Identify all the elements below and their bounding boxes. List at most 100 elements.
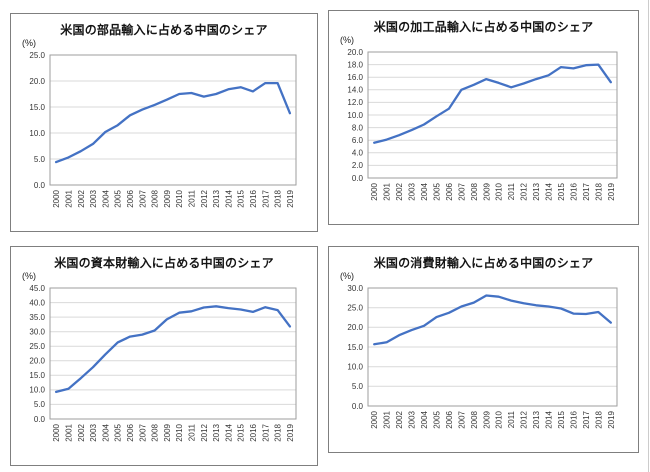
svg-text:2011: 2011 [187,189,196,207]
svg-text:2003: 2003 [408,182,417,200]
svg-text:2008: 2008 [151,189,160,207]
svg-text:2009: 2009 [163,189,172,207]
svg-text:10.0: 10.0 [347,363,363,372]
svg-text:2001: 2001 [65,423,74,441]
svg-text:10.0: 10.0 [29,386,45,395]
svg-text:2018: 2018 [274,423,283,441]
chart-panel-capital-goods-imports: 米国の資本財輸入に占める中国のシェア (%) 0.0 5.0 10.0 15.0 20.… [10,246,318,466]
svg-text:4.0: 4.0 [352,149,364,158]
svg-text:2015: 2015 [557,182,566,200]
svg-text:2014: 2014 [545,410,554,428]
svg-text:0.0: 0.0 [34,181,46,190]
svg-text:5.0: 5.0 [34,400,46,409]
svg-text:2014: 2014 [545,182,554,200]
svg-text:35.0: 35.0 [29,313,45,322]
svg-text:2005: 2005 [114,189,123,207]
svg-text:2017: 2017 [261,423,270,441]
svg-text:2004: 2004 [101,189,110,207]
svg-text:2000: 2000 [52,189,61,207]
svg-text:2010: 2010 [495,182,504,200]
svg-text:2015: 2015 [237,423,246,441]
svg-text:2001: 2001 [65,189,74,207]
svg-text:2017: 2017 [582,182,591,200]
svg-text:5.0: 5.0 [352,382,364,391]
svg-text:2005: 2005 [433,410,442,428]
svg-text:2001: 2001 [383,182,392,200]
svg-text:2007: 2007 [138,423,147,441]
svg-text:2011: 2011 [507,182,516,200]
svg-text:2006: 2006 [126,189,135,207]
line-chart-processed-goods-imports: 0.0 2.0 4.0 6.0 8.0 10.0 12.0 14.0 16.0 18.0 20.0 2… [347,49,618,201]
svg-text:5.0: 5.0 [34,155,46,164]
svg-text:2011: 2011 [187,423,196,441]
svg-text:14.0: 14.0 [347,86,363,95]
svg-text:2013: 2013 [532,410,541,428]
svg-text:2009: 2009 [482,410,491,428]
svg-text:2003: 2003 [408,410,417,428]
svg-text:2005: 2005 [114,423,123,441]
svg-text:2018: 2018 [594,410,603,428]
svg-text:40.0: 40.0 [29,298,45,307]
svg-text:2019: 2019 [286,423,295,441]
svg-text:18.0: 18.0 [347,60,363,69]
svg-text:25.0: 25.0 [29,342,45,351]
svg-text:2007: 2007 [457,182,466,200]
svg-text:20.0: 20.0 [29,77,45,86]
svg-text:0.0: 0.0 [34,415,46,424]
svg-text:2019: 2019 [607,182,616,200]
svg-text:6.0: 6.0 [352,136,364,145]
svg-text:25.0: 25.0 [29,52,45,60]
svg-text:30.0: 30.0 [29,328,45,337]
svg-text:45.0: 45.0 [29,285,45,293]
svg-text:2011: 2011 [507,410,516,428]
svg-text:2010: 2010 [175,423,184,441]
y-axis-unit-label: (%) [22,38,36,48]
svg-text:2015: 2015 [237,189,246,207]
svg-text:2008: 2008 [470,410,479,428]
svg-text:16.0: 16.0 [347,73,363,82]
svg-text:2009: 2009 [163,423,172,441]
svg-text:2013: 2013 [532,182,541,200]
svg-text:2018: 2018 [274,189,283,207]
svg-text:2003: 2003 [89,189,98,207]
svg-text:2017: 2017 [582,410,591,428]
svg-text:2010: 2010 [175,189,184,207]
svg-text:2006: 2006 [445,182,454,200]
svg-text:10.0: 10.0 [347,111,363,120]
svg-text:2017: 2017 [261,189,270,207]
svg-text:10.0: 10.0 [29,129,45,138]
svg-text:30.0: 30.0 [347,285,363,293]
y-axis-unit-label: (%) [22,271,36,281]
chart-panel-processed-goods-imports: 米国の加工品輸入に占める中国のシェア (%) 0.0 2.0 4.0 6.0 8.0 10… [328,10,639,225]
svg-text:25.0: 25.0 [347,304,363,313]
line-chart-consumer-goods-imports: 0.0 5.0 10.0 15.0 20.0 25.0 30.0 2000 2001 2002 20… [347,285,618,429]
chart-title: 米国の部品輸入に占める中国のシェア [60,23,268,37]
svg-text:2000: 2000 [370,182,379,200]
svg-text:2006: 2006 [445,410,454,428]
svg-text:2000: 2000 [370,410,379,428]
svg-text:0.0: 0.0 [352,174,364,183]
svg-text:15.0: 15.0 [29,103,45,112]
chart-panel-parts-imports: 米国の部品輸入に占める中国のシェア (%) 0.0 5.0 10.0 15.0 20.0… [10,13,318,232]
svg-text:8.0: 8.0 [352,123,364,132]
svg-text:2003: 2003 [89,423,98,441]
svg-text:2012: 2012 [200,423,209,441]
svg-text:2006: 2006 [126,423,135,441]
svg-text:2004: 2004 [420,182,429,200]
svg-text:12.0: 12.0 [347,98,363,107]
svg-text:2009: 2009 [482,182,491,200]
svg-text:2014: 2014 [224,423,233,441]
svg-text:20.0: 20.0 [29,357,45,366]
svg-text:20.0: 20.0 [347,323,363,332]
line-chart-capital-goods-imports: 0.0 5.0 10.0 15.0 20.0 25.0 30.0 35.0 40.0 45.0 20… [29,285,297,442]
svg-text:2007: 2007 [138,189,147,207]
svg-text:2.0: 2.0 [352,161,364,170]
svg-text:2013: 2013 [212,423,221,441]
svg-text:2002: 2002 [395,182,404,200]
svg-text:2000: 2000 [52,423,61,441]
svg-text:2002: 2002 [77,423,86,441]
svg-text:15.0: 15.0 [347,343,363,352]
svg-text:2005: 2005 [433,182,442,200]
svg-text:20.0: 20.0 [347,49,363,57]
svg-text:2010: 2010 [495,410,504,428]
